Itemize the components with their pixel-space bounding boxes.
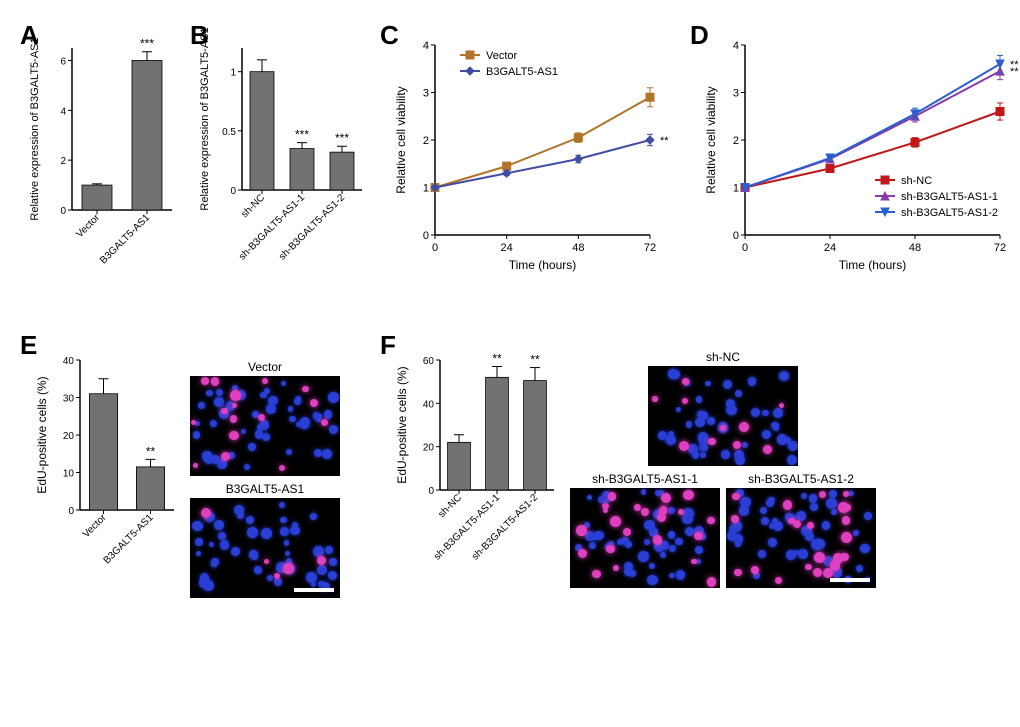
- panel-f-chart: 0 20 40 60 EdU-positive cells (%) sh-NC ** sh-B…: [390, 330, 560, 610]
- micrograph-label: Vector: [190, 360, 340, 374]
- svg-text:6: 6: [60, 56, 66, 67]
- svg-text:B3GALT5-AS1: B3GALT5-AS1: [98, 212, 152, 266]
- svg-text:24: 24: [824, 242, 836, 254]
- svg-text:0: 0: [68, 506, 74, 517]
- micrograph-image: [570, 488, 720, 588]
- panel-b-chart: 0 0.5 1 Relative expression of B3GALT5-AS1 s…: [190, 20, 370, 310]
- svg-text:20: 20: [423, 443, 435, 454]
- svg-text:24: 24: [501, 242, 513, 254]
- svg-text:40: 40: [63, 356, 75, 367]
- micrograph-label: sh-B3GALT5-AS1-2: [726, 472, 876, 486]
- svg-text:***: ***: [140, 37, 154, 51]
- scalebar-icon: [830, 578, 870, 582]
- svg-text:Time (hours): Time (hours): [839, 258, 907, 272]
- svg-text:**: **: [530, 353, 540, 367]
- svg-text:3: 3: [733, 88, 739, 100]
- panel-e-micrographs: Vector B3GALT5-AS1: [190, 360, 340, 598]
- svg-text:Relative expression of B3GALT5: Relative expression of B3GALT5-AS1: [199, 27, 211, 210]
- svg-text:sh-B3GALT5-AS1-2: sh-B3GALT5-AS1-2: [277, 192, 347, 262]
- svg-text:sh-B3GALT5-AS1-2: sh-B3GALT5-AS1-2: [470, 492, 540, 562]
- svg-text:2: 2: [733, 135, 739, 147]
- svg-text:72: 72: [994, 242, 1006, 254]
- svg-text:sh-B3GALT5-AS1-1: sh-B3GALT5-AS1-1: [237, 192, 307, 262]
- svg-text:2: 2: [60, 156, 66, 167]
- svg-text:40: 40: [423, 399, 435, 410]
- micrograph-image: [190, 498, 340, 598]
- micrograph-label: sh-B3GALT5-AS1-1: [570, 472, 720, 486]
- svg-text:48: 48: [572, 242, 584, 254]
- svg-text:3: 3: [423, 88, 429, 100]
- panel-f: F 0 20 40 60 EdU-positive cells (%) sh-NC ** sh…: [380, 330, 1020, 620]
- panel-d-label: D: [690, 20, 709, 51]
- svg-text:sh-NC: sh-NC: [901, 175, 932, 187]
- svg-text:1: 1: [733, 183, 739, 195]
- svg-text:0: 0: [60, 206, 66, 217]
- svg-text:**: **: [492, 352, 502, 366]
- svg-text:sh-NC: sh-NC: [239, 192, 267, 220]
- svg-text:Relative expression of B3GALT5: Relative expression of B3GALT5-AS1: [29, 37, 41, 220]
- panel-e-label: E: [20, 330, 37, 361]
- panel-f-micrographs: sh-NC sh-B3GALT5-AS1-1 sh-B3GALT5-AS1-2: [570, 350, 876, 588]
- svg-text:Vector: Vector: [81, 512, 109, 540]
- svg-text:***: ***: [335, 131, 349, 145]
- micrograph-image: [726, 488, 876, 588]
- svg-text:**: **: [146, 444, 156, 458]
- svg-text:4: 4: [423, 40, 429, 52]
- panel-a-chart: 0 2 4 6 Relative expression of B3GALT5-AS1 Ve…: [20, 20, 180, 310]
- svg-text:sh-NC: sh-NC: [436, 492, 464, 520]
- panel-e: E 0 10 20 30 40 EdU-positive cells (%) Vector *…: [20, 330, 370, 620]
- panel-c-chart: 0 1 2 3 4 0 24 48 72 Relative cell viability Time …: [380, 20, 680, 280]
- panel-f-label: F: [380, 330, 396, 361]
- svg-text:0: 0: [742, 242, 748, 254]
- svg-text:0: 0: [733, 230, 739, 242]
- scalebar-icon: [294, 588, 334, 592]
- svg-text:Vector: Vector: [486, 50, 518, 62]
- svg-text:60: 60: [423, 356, 435, 367]
- svg-text:0: 0: [432, 242, 438, 254]
- panel-e-chart: 0 10 20 30 40 EdU-positive cells (%) Vector ** B…: [30, 330, 180, 610]
- micrograph-label: B3GALT5-AS1: [190, 482, 340, 496]
- svg-text:B3GALT5-AS1: B3GALT5-AS1: [102, 512, 156, 566]
- svg-text:0: 0: [423, 230, 429, 242]
- svg-text:0: 0: [230, 186, 236, 197]
- svg-text:30: 30: [63, 394, 75, 405]
- svg-text:Relative cell viability: Relative cell viability: [704, 86, 718, 193]
- panel-d-chart: 0 1 2 3 4 0 24 48 72 Relative cell viability Time …: [690, 20, 1020, 280]
- svg-text:1: 1: [230, 68, 236, 79]
- micrograph-image: [648, 366, 798, 466]
- svg-text:sh-B3GALT5-AS1-1: sh-B3GALT5-AS1-1: [432, 492, 502, 562]
- svg-text:B3GALT5-AS1: B3GALT5-AS1: [486, 66, 558, 78]
- svg-text:4: 4: [733, 40, 739, 52]
- svg-text:***: ***: [295, 128, 309, 142]
- panel-c: C 0 1 2 3 4 0 24 48 72 Relative cell viability Tim…: [380, 20, 680, 320]
- panel-b-label: B: [190, 20, 209, 51]
- svg-text:0: 0: [428, 486, 434, 497]
- panel-b: B 0 0.5 1 Relative expression of B3GALT5-AS…: [190, 20, 370, 320]
- svg-text:sh-B3GALT5-AS1-1: sh-B3GALT5-AS1-1: [901, 191, 998, 203]
- svg-text:EdU-positive cells (%): EdU-positive cells (%): [35, 376, 49, 493]
- svg-text:10: 10: [63, 469, 75, 480]
- svg-text:Vector: Vector: [74, 212, 102, 240]
- svg-text:48: 48: [909, 242, 921, 254]
- svg-text:0.5: 0.5: [222, 127, 236, 138]
- svg-text:2: 2: [423, 135, 429, 147]
- panel-d: D 0 1 2 3 4 0 24 48 72 Relative cell viability Tim…: [690, 20, 1020, 320]
- svg-text:sh-B3GALT5-AS1-2: sh-B3GALT5-AS1-2: [901, 207, 998, 219]
- micrograph-image: [190, 376, 340, 476]
- panel-a-label: A: [20, 20, 39, 51]
- svg-text:20: 20: [63, 431, 75, 442]
- svg-text:EdU-positive cells (%): EdU-positive cells (%): [395, 366, 409, 483]
- figure-root: A 0246Relative expression of B3GALT5-AS1…: [20, 20, 1000, 620]
- panel-c-label: C: [380, 20, 399, 51]
- svg-text:72: 72: [644, 242, 656, 254]
- micrograph-label: sh-NC: [648, 350, 798, 364]
- svg-text:**: **: [660, 135, 669, 147]
- svg-text:1: 1: [423, 183, 429, 195]
- svg-text:**: **: [1010, 59, 1019, 71]
- svg-text:Relative cell viability: Relative cell viability: [394, 86, 408, 193]
- panel-a: A 0 2 4 6 Relative expression of B3GALT5-AS1…: [20, 20, 180, 320]
- svg-text:4: 4: [60, 106, 66, 117]
- svg-text:Time (hours): Time (hours): [509, 258, 577, 272]
